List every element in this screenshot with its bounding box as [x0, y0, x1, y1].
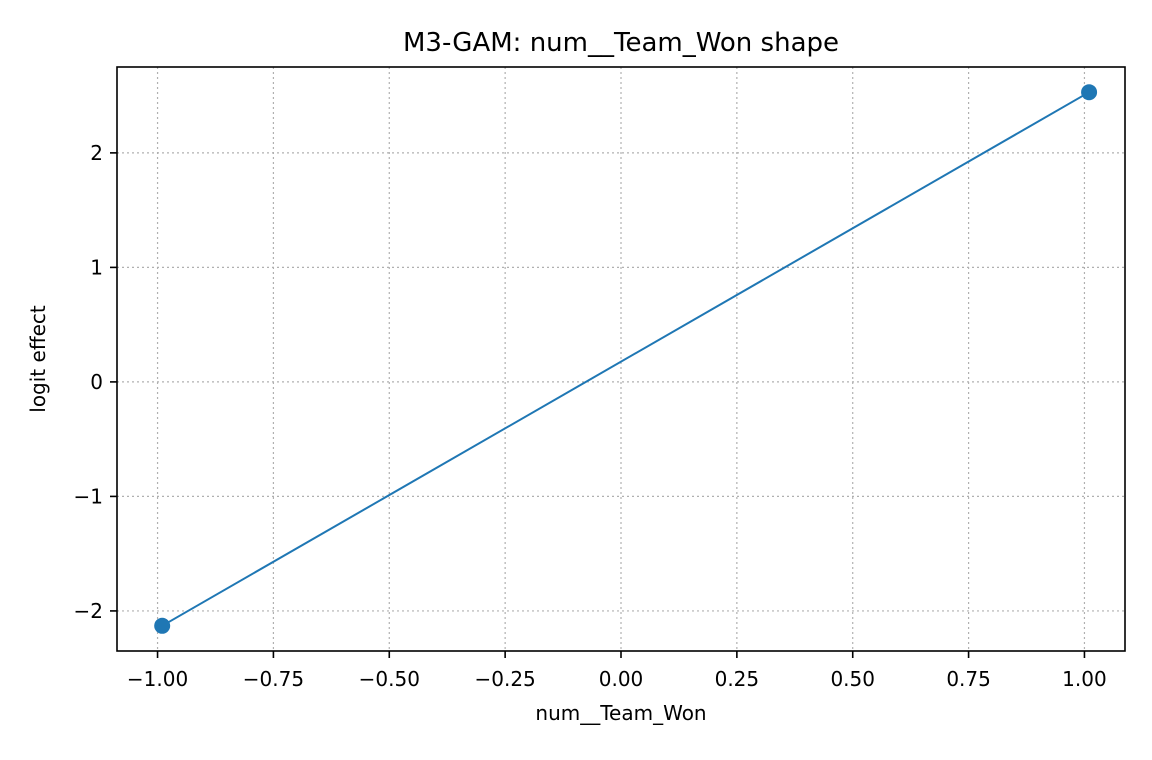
x-tick-label: 1.00: [1062, 667, 1107, 691]
data-point: [154, 617, 171, 634]
x-tick-label: 0.00: [599, 667, 644, 691]
chart-title: M3-GAM: num__Team_Won shape: [403, 28, 839, 58]
x-axis-ticks: −1.00 −0.75 −0.50 −0.25 0.00 0.25 0.50 0.75 1.00: [127, 651, 1107, 691]
x-axis-label: num__Team_Won: [535, 701, 706, 725]
y-tick-label: 1: [90, 255, 103, 279]
series-line: [161, 91, 1090, 627]
x-tick-label: 0.75: [946, 667, 991, 691]
y-tick-label: −1: [74, 484, 103, 508]
x-tick-label: −0.75: [243, 667, 304, 691]
x-tick-label: −0.50: [359, 667, 420, 691]
y-axis-ticks: −2 −1 0 1 2: [74, 141, 117, 623]
y-tick-label: −2: [74, 599, 103, 623]
data-point: [1081, 84, 1098, 101]
y-tick-label: 0: [90, 370, 103, 394]
x-tick-label: −0.25: [474, 667, 535, 691]
x-tick-label: −1.00: [127, 667, 188, 691]
y-axis-label: logit effect: [26, 305, 50, 413]
y-tick-label: 2: [90, 141, 103, 165]
x-tick-label: 0.50: [830, 667, 875, 691]
grid-layer: [117, 67, 1125, 651]
x-tick-label: 0.25: [715, 667, 760, 691]
series-layer: [154, 84, 1098, 634]
